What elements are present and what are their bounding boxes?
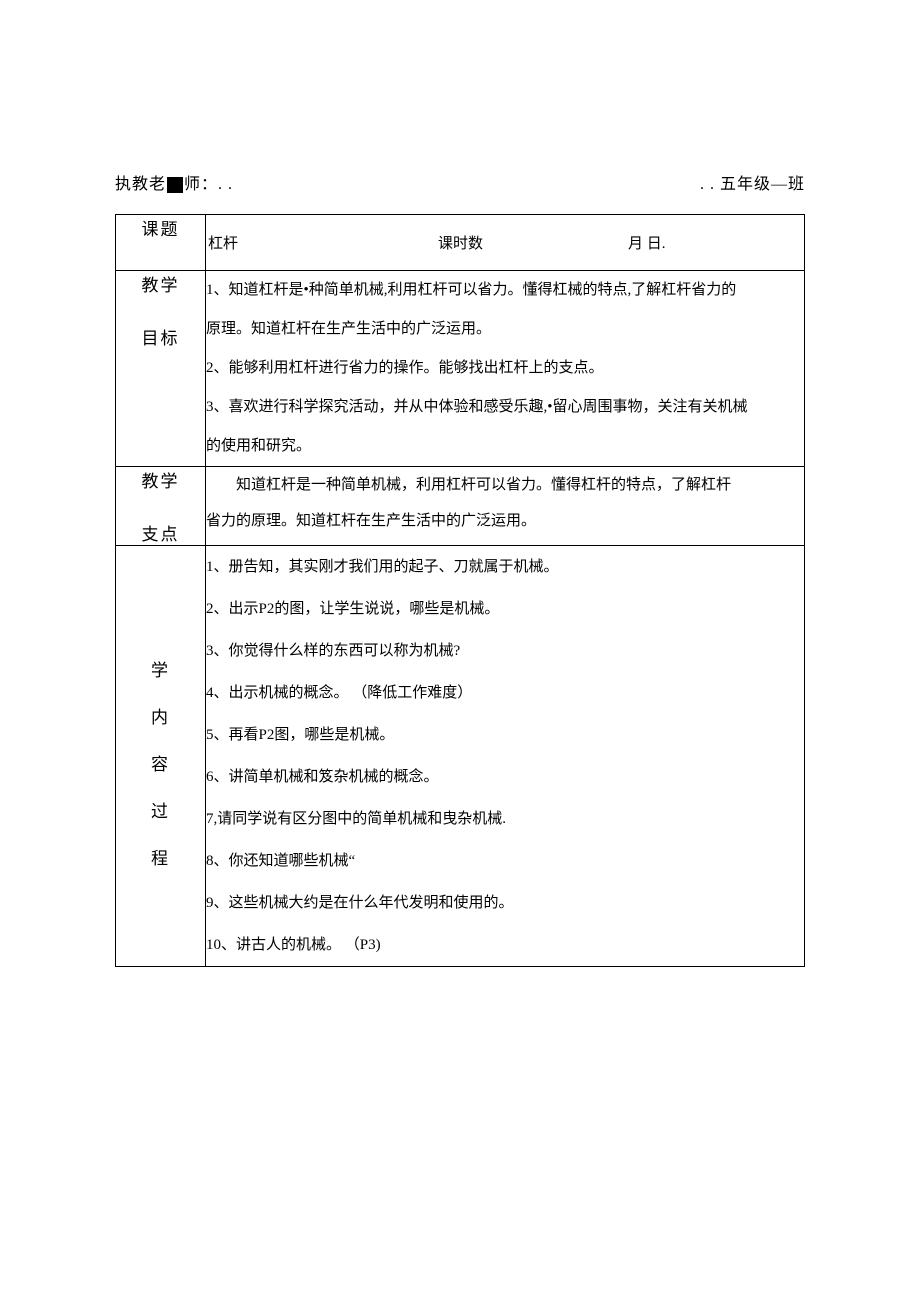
objectives-label-cell: 教学 目标 — [116, 271, 206, 467]
process-label-c2: 内 — [151, 703, 170, 728]
focus-text-a: 知道杠杆是一种简单机械，利用杠杆可以省力。懂得杠杆的特点，了解杠杆 — [206, 467, 804, 503]
process-item-8: 8、你还知道哪些机械“ — [206, 840, 804, 882]
header-line: 执教老 师：. . . . 五年级—班 — [115, 170, 805, 194]
subject-name: 杠杆 — [208, 232, 238, 253]
process-label-c5: 程 — [151, 844, 170, 869]
objectives-label-2: 目标 — [142, 324, 180, 349]
process-item-10: 10、讲古人的机械。 （P3) — [206, 924, 804, 966]
process-item-4: 4、出示机械的概念。 （降低工作难度） — [206, 672, 804, 714]
process-label-c4: 过 — [151, 797, 170, 822]
title-content-cell: 杠杆 课时数 月 日. — [206, 215, 805, 271]
class-hours-label: 课时数 — [438, 232, 483, 253]
objective-item-3a: 3、喜欢进行科学探究活动，并从中体验和感受乐趣,•留心周围事物，关注有关机械 — [206, 388, 804, 427]
title-label: 课题 — [142, 220, 180, 239]
objectives-content: 1、知道杠杆是•种简单机械,利用杠杆可以省力。懂得杠械的特点,了解杠杆省力的 原… — [206, 271, 805, 467]
process-content: 1、册告知，其实刚才我们用的起子、刀就属于机械。 2、出示P2的图，让学生说说，… — [206, 546, 805, 967]
date-label: 月 日. — [628, 232, 666, 253]
teacher-label: 执教老 师：. . — [115, 170, 233, 194]
focus-content: 知道杠杆是一种简单机械，利用杠杆可以省力。懂得杠杆的特点，了解杠杆 省力的原理。… — [206, 467, 805, 546]
process-label-c1: 学 — [151, 656, 170, 681]
process-item-2: 2、出示P2的图，让学生说说，哪些是机械。 — [206, 588, 804, 630]
class-info: . . 五年级—班 — [700, 170, 805, 194]
focus-text-b: 省力的原理。知道杠杆在生产生活中的广泛运用。 — [206, 503, 804, 539]
focus-label-cell: 教学 支点 — [116, 467, 206, 546]
objective-item-1a: 1、知道杠杆是•种简单机械,利用杠杆可以省力。懂得杠械的特点,了解杠杆省力的 — [206, 271, 804, 310]
lesson-plan-table: 课题 杠杆 课时数 月 日. 教学 目标 1、知道杠杆是•种简单机械,利用杠杆可… — [115, 214, 805, 967]
title-row: 课题 杠杆 课时数 月 日. — [116, 215, 805, 271]
process-row: 学 内 容 过 程 1、册告知，其实刚才我们用的起子、刀就属于机械。 2、出示P… — [116, 546, 805, 967]
objective-item-1b: 原理。知道杠杆在生产生活中的广泛运用。 — [206, 310, 804, 349]
process-item-3: 3、你觉得什么样的东西可以称为机械? — [206, 630, 804, 672]
black-box-icon — [167, 177, 183, 193]
process-label-cell: 学 内 容 过 程 — [116, 546, 206, 967]
process-item-1: 1、册告知，其实刚才我们用的起子、刀就属于机械。 — [206, 546, 804, 588]
focus-label-1: 教学 — [142, 467, 180, 492]
focus-row: 教学 支点 知道杠杆是一种简单机械，利用杠杆可以省力。懂得杠杆的特点，了解杠杆 … — [116, 467, 805, 546]
objectives-row: 教学 目标 1、知道杠杆是•种简单机械,利用杠杆可以省力。懂得杠械的特点,了解杠… — [116, 271, 805, 467]
process-item-9: 9、这些机械大约是在什么年代发明和使用的。 — [206, 882, 804, 924]
process-item-5: 5、再看P2图，哪些是机械。 — [206, 714, 804, 756]
objectives-label-1: 教学 — [142, 271, 180, 296]
process-item-7: 7,请同学说有区分图中的简单机械和曳杂机械. — [206, 798, 804, 840]
teacher-prefix: 执教老 — [115, 176, 166, 193]
objective-item-3b: 的使用和研究。 — [206, 427, 804, 466]
objective-item-2: 2、能够利用杠杆进行省力的操作。能够找出杠杆上的支点。 — [206, 349, 804, 388]
title-label-cell: 课题 — [116, 215, 206, 271]
process-label-c3: 容 — [151, 750, 170, 775]
focus-label-2: 支点 — [142, 520, 180, 545]
teacher-suffix: 师：. . — [184, 176, 233, 193]
process-item-6: 6、讲简单机械和笈杂机械的概念。 — [206, 756, 804, 798]
